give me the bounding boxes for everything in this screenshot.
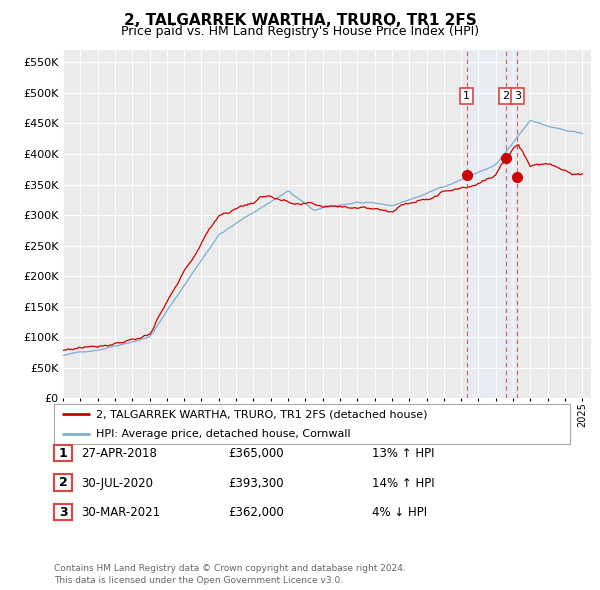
Text: 4% ↓ HPI: 4% ↓ HPI	[372, 506, 427, 519]
Text: 14% ↑ HPI: 14% ↑ HPI	[372, 477, 434, 490]
Text: 30-JUL-2020: 30-JUL-2020	[81, 477, 153, 490]
Text: £393,300: £393,300	[228, 477, 284, 490]
Text: HPI: Average price, detached house, Cornwall: HPI: Average price, detached house, Corn…	[97, 429, 351, 438]
Text: £365,000: £365,000	[228, 447, 284, 460]
Text: 13% ↑ HPI: 13% ↑ HPI	[372, 447, 434, 460]
Text: 2, TALGARREK WARTHA, TRURO, TR1 2FS (detached house): 2, TALGARREK WARTHA, TRURO, TR1 2FS (det…	[97, 409, 428, 419]
Text: 1: 1	[463, 91, 470, 101]
Text: 27-APR-2018: 27-APR-2018	[81, 447, 157, 460]
Text: 30-MAR-2021: 30-MAR-2021	[81, 506, 160, 519]
Text: Contains HM Land Registry data © Crown copyright and database right 2024.
This d: Contains HM Land Registry data © Crown c…	[54, 565, 406, 585]
Text: £362,000: £362,000	[228, 506, 284, 519]
Text: 3: 3	[514, 91, 521, 101]
Bar	[467, 50, 517, 398]
Text: 2, TALGARREK WARTHA, TRURO, TR1 2FS: 2, TALGARREK WARTHA, TRURO, TR1 2FS	[124, 13, 476, 28]
Text: 2: 2	[502, 91, 509, 101]
Text: 1: 1	[59, 447, 67, 460]
Text: 3: 3	[59, 506, 67, 519]
Text: Price paid vs. HM Land Registry's House Price Index (HPI): Price paid vs. HM Land Registry's House …	[121, 25, 479, 38]
Text: 2: 2	[59, 476, 67, 489]
